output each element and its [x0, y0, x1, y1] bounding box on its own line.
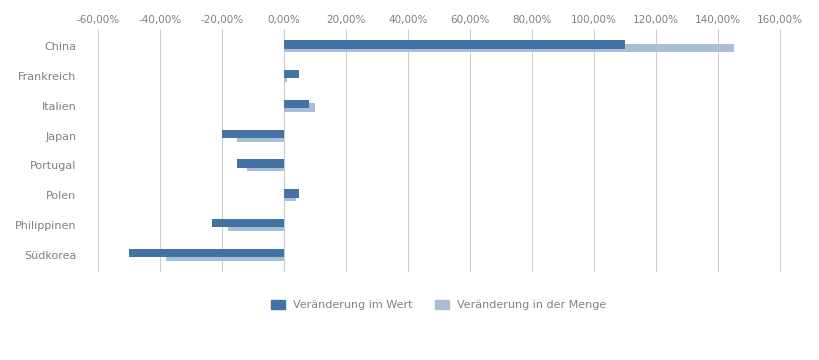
Bar: [237, 159, 283, 168]
Bar: [283, 40, 624, 49]
Bar: [129, 249, 283, 257]
Bar: [283, 73, 287, 82]
Bar: [237, 133, 283, 141]
Bar: [283, 70, 299, 78]
Bar: [212, 219, 283, 228]
Bar: [165, 252, 283, 261]
Bar: [283, 189, 299, 198]
Bar: [247, 163, 283, 171]
Bar: [283, 103, 314, 112]
Legend: Veränderung im Wert, Veränderung in der Menge: Veränderung im Wert, Veränderung in der …: [271, 300, 606, 310]
Bar: [283, 44, 733, 52]
Bar: [283, 100, 308, 108]
Bar: [283, 193, 296, 201]
Bar: [228, 223, 283, 231]
Bar: [221, 130, 283, 138]
